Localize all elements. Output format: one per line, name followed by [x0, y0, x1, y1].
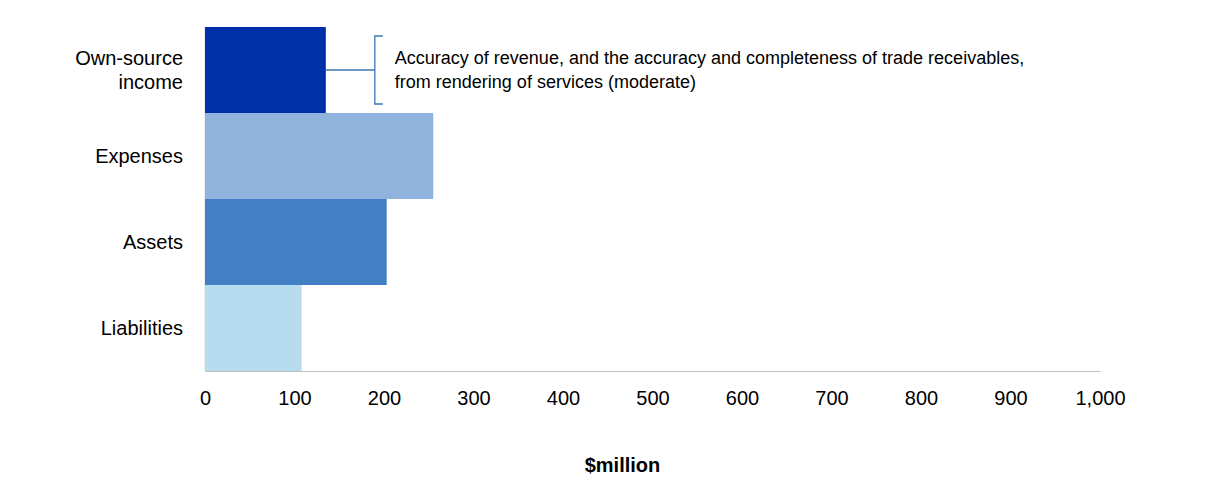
annotation-text: Accuracy of revenue, and the accuracy an… [395, 48, 1024, 92]
axis-title: $million [585, 454, 661, 476]
tick-label: 500 [636, 387, 669, 409]
x-axis-line [206, 371, 1101, 372]
tick-label: 600 [726, 387, 759, 409]
tick: 200 [368, 371, 401, 409]
category-label: Expenses [95, 145, 183, 167]
category-label: Liabilities [101, 317, 183, 339]
tick-label: 400 [547, 387, 580, 409]
bar [205, 285, 302, 371]
chart: 0 100 200 300 400 500 600 700 800 900 1,000 $millio… [0, 0, 1220, 487]
tick-label: 900 [994, 387, 1027, 409]
tick-label: 0 [200, 387, 211, 409]
tick: 500 [636, 371, 669, 409]
tick-label: 800 [905, 387, 938, 409]
annotation-bracket [375, 36, 383, 104]
bar [205, 27, 326, 113]
tick: 700 [815, 371, 848, 409]
tick-label: 1,000 [1075, 387, 1125, 409]
tick: 100 [278, 371, 311, 409]
annotation: Accuracy of revenue, and the accuracy an… [326, 36, 1024, 104]
tick: 300 [457, 371, 490, 409]
tick-label: 300 [457, 387, 490, 409]
tick: 800 [905, 371, 938, 409]
annotation-connector [326, 69, 375, 70]
tick: 400 [547, 371, 580, 409]
tick: 900 [994, 371, 1027, 409]
category-label: Own-sourceincome [75, 47, 183, 93]
tick: 0 [200, 371, 211, 409]
tick: 600 [726, 371, 759, 409]
bar [205, 113, 433, 199]
tick: 1,000 [1075, 371, 1125, 409]
bar [205, 199, 387, 285]
tick-label: 200 [368, 387, 401, 409]
tick-label: 700 [815, 387, 848, 409]
tick-label: 100 [278, 387, 311, 409]
x-axis: 0 100 200 300 400 500 600 700 800 900 1,000 [200, 371, 1126, 409]
category-label: Assets [123, 231, 183, 253]
